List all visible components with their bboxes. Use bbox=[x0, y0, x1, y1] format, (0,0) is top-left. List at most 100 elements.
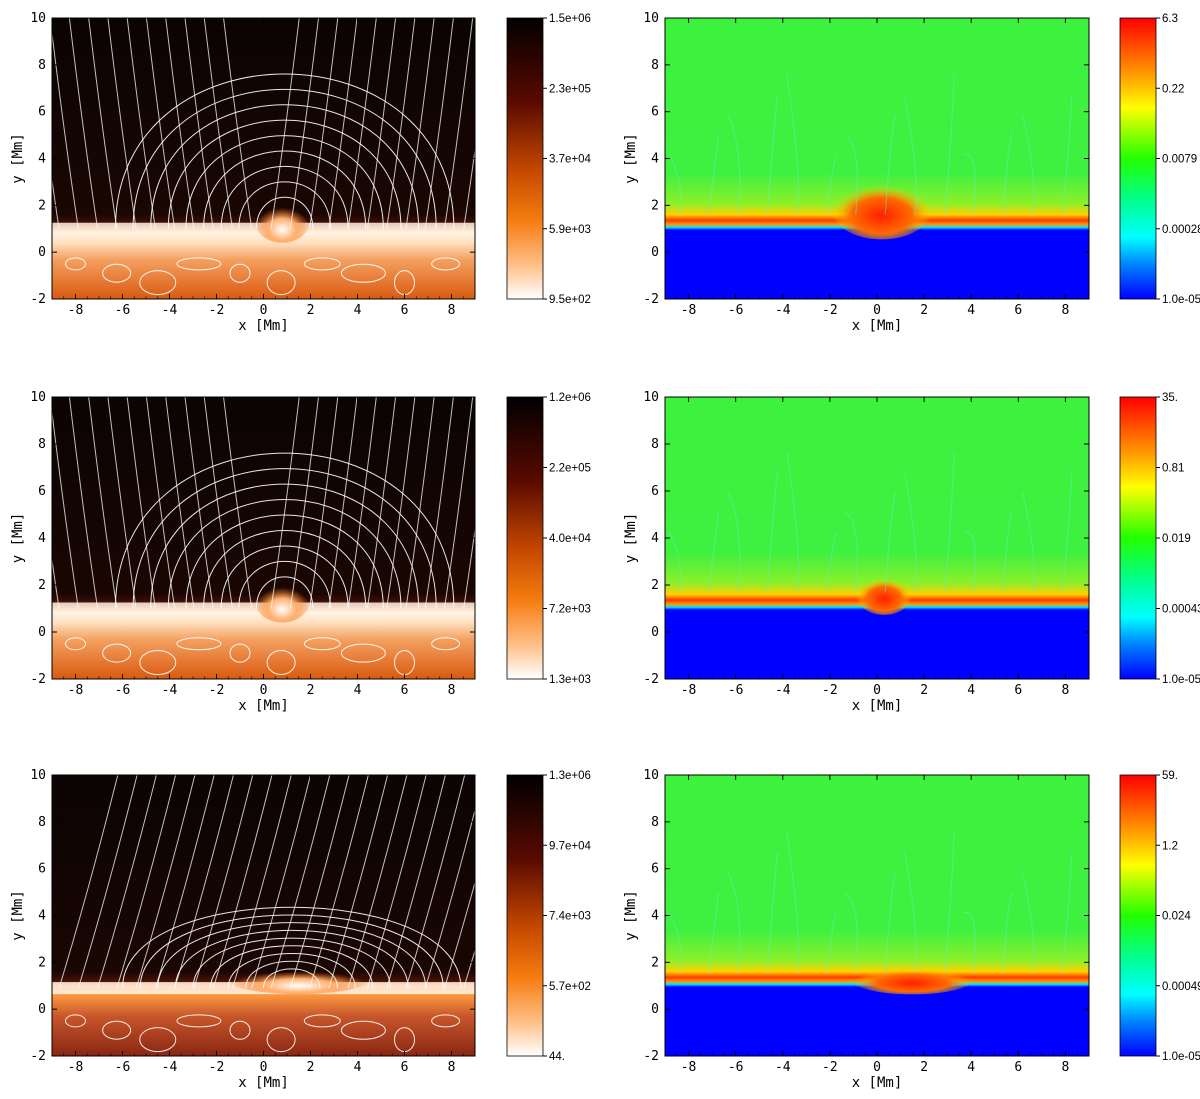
field-line bbox=[238, 181, 331, 229]
field-line bbox=[463, 948, 475, 989]
x-tick-label: 6 bbox=[1014, 1060, 1022, 1075]
x-tick-label: 4 bbox=[967, 303, 975, 318]
hot-blob bbox=[831, 179, 932, 240]
wisp bbox=[1061, 94, 1073, 215]
field-line bbox=[289, 775, 350, 989]
x-tick-label: 6 bbox=[401, 303, 409, 318]
colorbar: 1.5e+06 2.3e+05 3.7e+04 5.9e+03 9.5e+02 bbox=[506, 13, 591, 306]
x-tick-label: -2 bbox=[209, 1060, 225, 1075]
field-line bbox=[223, 18, 253, 229]
chart-panel-row2-right: -8 -6 -4 -2 0 2 4 6 8 -2 0 2 4 6 8 10 x [Mm] y [Mm] 35. 0.8… bbox=[623, 390, 1200, 714]
colorbar: 6.3 0.22 0.0079 0.00028 1.0e-05 bbox=[1119, 13, 1200, 306]
x-axis-label: x [Mm] bbox=[852, 698, 903, 714]
field-line bbox=[154, 775, 215, 989]
colorbar-tick-label: 1.2e+06 bbox=[549, 392, 591, 404]
panels-layer: -8 -6 -4 -2 0 2 4 6 8 -2 0 2 4 6 8 10 x [Mm] y [Mm] 1.5e+0… bbox=[10, 11, 1200, 1091]
colorbar-tick-label: 0.00028 bbox=[1162, 224, 1200, 236]
x-tick-label: -6 bbox=[728, 1060, 744, 1075]
field-line bbox=[289, 397, 319, 609]
x-tick-label: 0 bbox=[260, 303, 268, 318]
field-line bbox=[176, 257, 222, 271]
y-tick-label: 4 bbox=[38, 152, 46, 167]
x-axis-label: x [Mm] bbox=[852, 1075, 903, 1091]
field-line bbox=[431, 257, 461, 271]
chart-panel-row2-left: -8 -6 -4 -2 0 2 4 6 8 -2 0 2 4 6 8 10 x [Mm] y [Mm] 1.2e+0… bbox=[10, 390, 591, 714]
chart-panel-row3-right: -8 -6 -4 -2 0 2 4 6 8 -2 0 2 4 6 8 10 x [Mm] y [Mm] 59. 1.2… bbox=[623, 768, 1200, 1091]
wisp bbox=[825, 154, 837, 215]
y-axis-label: y [Mm] bbox=[10, 133, 26, 184]
x-tick-label: 8 bbox=[1062, 1060, 1070, 1075]
field-line bbox=[238, 561, 331, 609]
colorbar-tick-label: 35. bbox=[1162, 392, 1178, 404]
wisp bbox=[1002, 134, 1014, 215]
colorbar-ramp bbox=[1119, 774, 1157, 1057]
wisp bbox=[963, 531, 976, 593]
colorbar-tick-label: 6.3 bbox=[1162, 13, 1178, 25]
field-line bbox=[220, 545, 349, 609]
field-line bbox=[165, 397, 195, 609]
x-tick-label: 2 bbox=[307, 303, 315, 318]
x-axis-label: x [Mm] bbox=[238, 1075, 289, 1091]
heatmap-field bbox=[52, 397, 475, 679]
field-line bbox=[386, 18, 416, 229]
field-line bbox=[270, 775, 331, 989]
x-tick-label: 0 bbox=[873, 1060, 881, 1075]
y-tick-label: -2 bbox=[30, 1049, 46, 1064]
y-tick-label: 2 bbox=[38, 578, 46, 593]
colorbar: 35. 0.81 0.019 0.00043 1.0e-05 bbox=[1119, 392, 1200, 686]
field-line bbox=[251, 775, 311, 989]
y-axis-label: y [Mm] bbox=[623, 133, 639, 184]
field-line bbox=[405, 397, 435, 609]
wisp bbox=[884, 872, 896, 973]
colorbar-tick-label: 1.2 bbox=[1162, 840, 1178, 852]
wisp bbox=[884, 491, 896, 593]
heatmap-field bbox=[52, 775, 475, 1056]
heatmap-field bbox=[665, 18, 1089, 299]
field-line bbox=[97, 775, 157, 989]
field-line bbox=[229, 643, 251, 663]
field-line bbox=[114, 452, 455, 609]
field-line bbox=[424, 808, 475, 989]
y-tick-label: 0 bbox=[38, 625, 46, 640]
field-line bbox=[132, 468, 437, 609]
plot-area bbox=[52, 775, 475, 1056]
colorbar-tick-label: 2.3e+05 bbox=[549, 83, 591, 95]
x-axis-label: x [Mm] bbox=[238, 698, 289, 714]
colorbar-tick-label: 5.9e+03 bbox=[549, 224, 591, 236]
field-line bbox=[245, 960, 339, 989]
y-tick-label: 4 bbox=[651, 531, 659, 546]
field-line bbox=[229, 1020, 251, 1040]
y-tick-label: 10 bbox=[30, 768, 46, 783]
field-line bbox=[309, 397, 339, 609]
field-line bbox=[58, 775, 119, 989]
y-tick-label: 2 bbox=[651, 578, 659, 593]
wisp bbox=[884, 114, 896, 215]
y-tick-label: 10 bbox=[643, 11, 659, 26]
field-line bbox=[289, 18, 319, 229]
field-line bbox=[366, 775, 427, 989]
field-line bbox=[126, 18, 156, 229]
hot-blob bbox=[856, 574, 913, 615]
wisp bbox=[943, 74, 955, 215]
field-line bbox=[102, 263, 132, 283]
plot-area bbox=[665, 397, 1089, 679]
x-tick-label: 8 bbox=[1062, 683, 1070, 698]
wisp bbox=[727, 114, 741, 215]
y-tick-label: 2 bbox=[651, 198, 659, 213]
colorbar-tick-label: 0.024 bbox=[1162, 911, 1191, 923]
field-line bbox=[431, 637, 461, 651]
x-tick-label: 8 bbox=[1062, 303, 1070, 318]
colorbar: 59. 1.2 0.024 0.00049 1.0e-05 bbox=[1119, 770, 1200, 1063]
field-line bbox=[145, 397, 176, 609]
field-line bbox=[255, 196, 314, 229]
y-tick-label: 10 bbox=[643, 768, 659, 783]
field-line bbox=[132, 88, 437, 229]
field-line bbox=[303, 637, 341, 651]
colorbar-tick-label: 0.00043 bbox=[1162, 604, 1200, 616]
y-tick-label: 0 bbox=[651, 625, 659, 640]
field-line bbox=[157, 922, 427, 989]
colorbar-ramp bbox=[506, 17, 544, 300]
y-tick-label: 2 bbox=[38, 955, 46, 970]
field-line bbox=[174, 775, 234, 989]
